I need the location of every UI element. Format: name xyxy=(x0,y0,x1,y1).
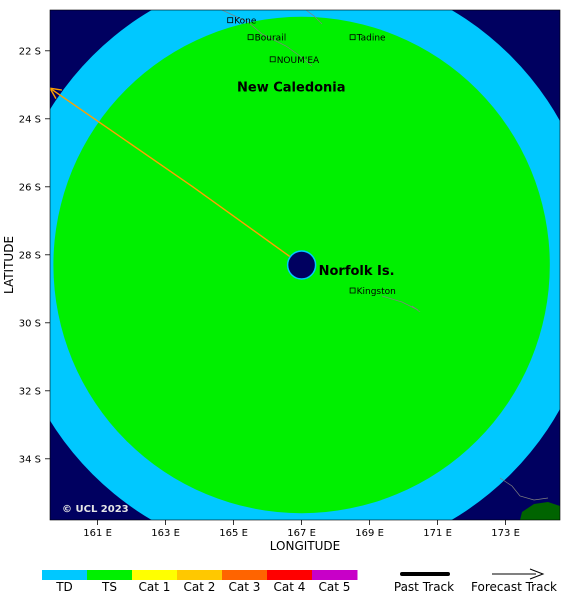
x-tick-label: 167 E xyxy=(287,528,316,539)
x-tick-label: 163 E xyxy=(151,528,180,539)
place-label: Kingston xyxy=(357,287,396,297)
past-track-legend: Past Track xyxy=(394,572,454,594)
forecast-track-legend: Forecast Track xyxy=(471,568,557,594)
legend-swatch xyxy=(267,570,313,580)
track-start-arrow-icon xyxy=(50,87,62,99)
y-tick-label: 24 S xyxy=(19,114,41,125)
places-layer: Kone Bourail Tadine NOUM'EA Kingston xyxy=(227,17,396,297)
plot-area: Kone Bourail Tadine NOUM'EA Kingston New Cal… xyxy=(50,10,560,520)
y-tick-label: 28 S xyxy=(19,250,41,261)
y-axis-title: LATITUDE xyxy=(2,236,16,294)
y-tick-label: 30 S xyxy=(19,318,41,329)
legend-label: Cat 5 xyxy=(319,580,351,594)
legend-label: Cat 1 xyxy=(139,580,171,594)
regions-layer: New Caledonia Norfolk Is. xyxy=(237,81,395,280)
legend-swatch xyxy=(222,570,268,580)
plot-frame xyxy=(49,9,561,521)
place-marker-icon xyxy=(349,287,356,294)
past-track-line xyxy=(50,87,303,266)
new-caledonia-coastline xyxy=(221,10,313,67)
intensity-legend: TD TS Cat 1 Cat 2 Cat 3 Cat 4 Cat 5 xyxy=(42,570,358,594)
x-tick-label: 171 E xyxy=(423,528,452,539)
y-axis: 22 S 24 S 26 S 28 S 30 S 32 S 34 S xyxy=(19,46,50,465)
place-label: Kone xyxy=(234,17,257,27)
forecast-track-label: Forecast Track xyxy=(471,580,557,594)
new-zealand-land xyxy=(520,502,560,520)
place-marker-icon xyxy=(227,17,234,24)
place-label: Tadine xyxy=(356,34,386,44)
past-track-label: Past Track xyxy=(394,580,454,594)
legend-swatch xyxy=(42,570,88,580)
place-label: Bourail xyxy=(255,34,287,44)
region-label: New Caledonia xyxy=(237,81,346,96)
x-tick-label: 169 E xyxy=(355,528,384,539)
legend-swatch xyxy=(132,570,178,580)
legend-label: Cat 3 xyxy=(229,580,261,594)
loyalty-islands-coastline xyxy=(305,10,323,25)
x-axis-title: LONGITUDE xyxy=(270,539,340,553)
y-tick-label: 26 S xyxy=(19,182,41,193)
forecast-arrow-icon xyxy=(529,568,545,580)
legend-label: Cat 2 xyxy=(184,580,216,594)
x-tick-label: 161 E xyxy=(83,528,112,539)
legend-swatch xyxy=(177,570,223,580)
nz-coastline xyxy=(499,477,549,501)
legend-label: TD xyxy=(55,580,73,594)
x-axis: 161 E 163 E 165 E 167 E 169 E 171 E 173 E xyxy=(83,520,520,539)
place-marker-icon xyxy=(349,34,356,41)
storm-center-marker xyxy=(286,250,317,280)
x-tick-label: 173 E xyxy=(491,528,520,539)
place-label: NOUM'EA xyxy=(277,56,320,66)
y-tick-label: 32 S xyxy=(19,386,41,397)
legend-swatch xyxy=(312,570,358,580)
y-tick-label: 34 S xyxy=(19,454,41,465)
region-label: Norfolk Is. xyxy=(319,264,395,279)
y-tick-label: 22 S xyxy=(19,46,41,57)
legend-label: TS xyxy=(101,580,117,594)
copyright-text: © UCL 2023 xyxy=(62,504,129,515)
legend-label: Cat 4 xyxy=(274,580,306,594)
place-marker-icon xyxy=(269,56,276,63)
place-marker-icon xyxy=(247,34,254,41)
norfolk-coastline xyxy=(381,295,421,313)
legend-swatch xyxy=(87,570,133,580)
x-tick-label: 165 E xyxy=(219,528,248,539)
